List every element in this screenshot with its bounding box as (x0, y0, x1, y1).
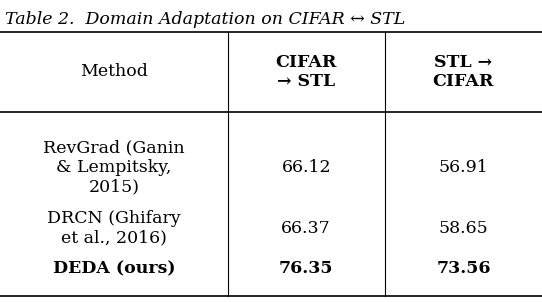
Text: DEDA (ours): DEDA (ours) (53, 260, 175, 277)
Text: 73.56: 73.56 (436, 260, 491, 277)
Text: 58.65: 58.65 (438, 220, 488, 236)
Text: 56.91: 56.91 (438, 159, 488, 176)
Text: DRCN (Ghifary
et al., 2016): DRCN (Ghifary et al., 2016) (47, 210, 180, 246)
Text: 76.35: 76.35 (279, 260, 333, 277)
Text: STL →
CIFAR: STL → CIFAR (433, 53, 494, 90)
Text: 66.12: 66.12 (281, 159, 331, 176)
Text: CIFAR
→ STL: CIFAR → STL (275, 53, 337, 90)
Text: Table 2.  Domain Adaptation on CIFAR ↔ STL: Table 2. Domain Adaptation on CIFAR ↔ ST… (5, 11, 405, 27)
Text: 66.37: 66.37 (281, 220, 331, 236)
Text: Method: Method (80, 63, 148, 80)
Text: RevGrad (Ganin
& Lempitsky,
2015): RevGrad (Ganin & Lempitsky, 2015) (43, 140, 185, 196)
